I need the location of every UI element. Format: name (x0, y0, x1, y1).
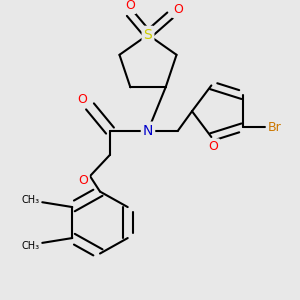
Text: O: O (77, 93, 87, 106)
Text: S: S (144, 28, 152, 42)
Text: N: N (143, 124, 153, 138)
Text: O: O (173, 3, 183, 16)
Text: O: O (208, 140, 218, 153)
Text: CH₃: CH₃ (21, 241, 39, 251)
Text: CH₃: CH₃ (21, 195, 39, 205)
Text: O: O (78, 174, 88, 188)
Text: Br: Br (268, 121, 281, 134)
Text: O: O (125, 0, 135, 12)
